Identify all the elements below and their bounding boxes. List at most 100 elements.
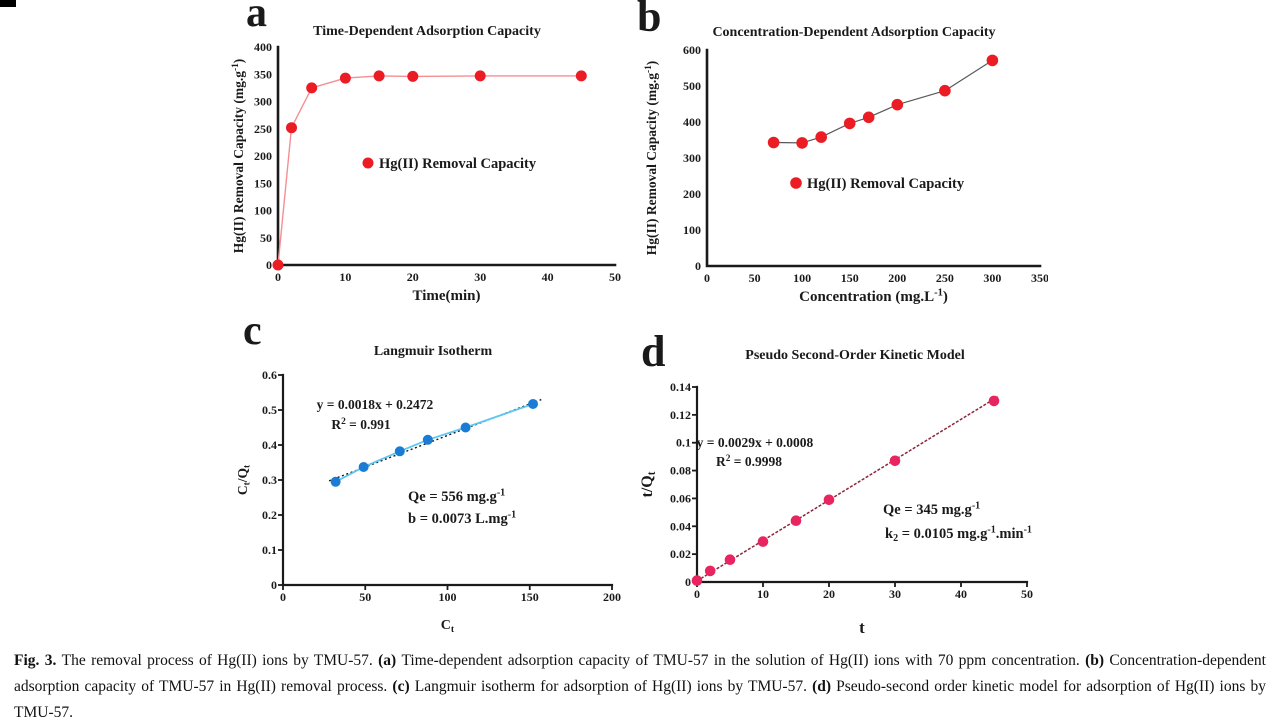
series-line (277, 75, 582, 266)
y-tick-label: 0.06 (670, 491, 691, 505)
panel-d: d Pseudo Second-Order Kinetic Model 0 10 20 3… (632, 316, 1052, 638)
y-tick-label: 300 (254, 95, 272, 109)
y-tick-label: 150 (254, 176, 272, 190)
y-tick-label: 250 (254, 122, 272, 136)
y-tick-label: 200 (254, 149, 272, 163)
y-tick-label: 200 (683, 187, 701, 201)
data-point (330, 476, 341, 487)
page-corner-mark (0, 0, 16, 7)
data-point (460, 422, 471, 433)
x-tick-label: 50 (1021, 587, 1033, 601)
y-tick-label: 0.02 (670, 547, 691, 561)
panel-letter: a (246, 0, 267, 36)
x-tick-label: 10 (339, 270, 351, 284)
y-tick-label: 500 (683, 79, 701, 93)
x-tick-label: 0 (275, 270, 281, 284)
y-tick-label: 600 (683, 43, 701, 57)
panel-a: a Time-Dependent Adsorption Capacity 0 10 20… (230, 0, 630, 312)
caption-bold-segment: (d) (812, 678, 837, 695)
annotation: b = 0.0073 L.mg-1 (408, 510, 516, 528)
data-point (767, 136, 780, 149)
x-tick-label: 150 (841, 271, 859, 285)
data-point (575, 70, 587, 82)
caption-bold-segment: Fig. 3. (14, 652, 62, 669)
x-tick-label: 30 (474, 270, 486, 284)
y-axis-label: Hg(II) Removal Capacity (mg.g-1) (644, 61, 659, 256)
data-point (796, 137, 808, 149)
y-axis-label: t/Qt (639, 471, 658, 497)
y-tick-label: 0.5 (262, 403, 277, 417)
annotation: R2 = 0.991 (331, 417, 391, 432)
data-point (939, 84, 951, 97)
y-tick-label: 0.08 (670, 464, 691, 478)
x-axis-label: Concentration (mg.L-1) (799, 287, 948, 305)
x-tick-label: 30 (889, 587, 901, 601)
panel-letter: b (637, 0, 661, 41)
annotation: R2 = 0.9998 (716, 454, 782, 469)
annotation: y = 0.0029x + 0.0008 (697, 435, 814, 450)
x-tick-label: 150 (521, 590, 539, 604)
y-tick-label: 50 (260, 231, 272, 245)
y-tick-label: 300 (683, 151, 701, 165)
data-point (407, 70, 419, 82)
y-tick-label: 0.3 (262, 473, 277, 487)
data-point (757, 536, 769, 547)
data-point (422, 434, 433, 445)
x-tick-label: 0 (280, 590, 286, 604)
caption-segment: Pseudo-second order kinetic model for ad… (14, 678, 1266, 721)
data-point (474, 70, 486, 82)
y-axis-label: Hg(II) Removal Capacity (mg.g-1) (231, 59, 246, 254)
data-point (286, 122, 297, 134)
x-tick-label: 200 (603, 590, 621, 604)
y-tick-label: 0 (271, 578, 277, 592)
x-tick-label: 20 (407, 270, 419, 284)
data-point (790, 515, 802, 526)
caption-bold-segment: (c) (392, 678, 415, 695)
annotation: k2 = 0.0105 mg.g-1.min-1 (885, 525, 1032, 544)
x-tick-label: 50 (359, 590, 371, 604)
chart-title: Langmuir Isotherm (374, 344, 493, 359)
y-tick-label: 0.04 (670, 519, 691, 533)
trend-line (696, 395, 1000, 582)
chart-d: d Pseudo Second-Order Kinetic Model 0 10 20 3… (639, 327, 1033, 637)
chart-title: Time-Dependent Adsorption Capacity (313, 24, 541, 39)
y-tick-label: 0 (685, 575, 691, 589)
annotation: y = 0.0018x + 0.2472 (317, 397, 434, 412)
data-point (394, 446, 405, 457)
x-tick-label: 10 (757, 587, 769, 601)
data-point (823, 494, 835, 506)
x-tick-label: 20 (823, 587, 835, 601)
y-tick-label: 0.12 (670, 408, 691, 422)
figure-caption: Fig. 3. The removal process of Hg(II) io… (14, 648, 1266, 721)
x-tick-label: 250 (936, 271, 954, 285)
caption-bold-segment: (a) (378, 652, 402, 669)
x-tick-label: 100 (793, 271, 811, 285)
chart-a: a Time-Dependent Adsorption Capacity 0 10 20… (231, 0, 621, 304)
data-point (272, 259, 284, 271)
data-point (724, 554, 736, 565)
y-tick-label: 0 (695, 259, 701, 273)
data-point (862, 111, 875, 124)
y-tick-label: 0.14 (670, 380, 691, 394)
caption-segment: Langmuir isotherm for adsorption of Hg(I… (414, 678, 813, 695)
data-point (988, 395, 1000, 407)
panel-letter: c (243, 316, 262, 354)
series-line (335, 403, 534, 483)
legend-label: Hg(II) Removal Capacity (807, 176, 965, 192)
data-point (691, 575, 703, 586)
x-tick-label: 50 (609, 270, 621, 284)
y-axis-label: Ct/Qt (235, 464, 253, 495)
y-tick-label: 100 (254, 204, 272, 218)
x-axis-label: t (859, 618, 865, 637)
data-point (704, 565, 716, 577)
data-point (815, 131, 827, 143)
y-tick-label: 0 (266, 258, 272, 272)
y-tick-label: 0.6 (262, 368, 277, 382)
x-tick-label: 300 (983, 271, 1001, 285)
y-tick-label: 100 (683, 223, 701, 237)
annotation: Qe = 556 mg.g-1 (408, 488, 505, 506)
data-point (986, 54, 999, 67)
axes (705, 48, 1042, 268)
y-tick-label: 0.4 (262, 438, 277, 452)
